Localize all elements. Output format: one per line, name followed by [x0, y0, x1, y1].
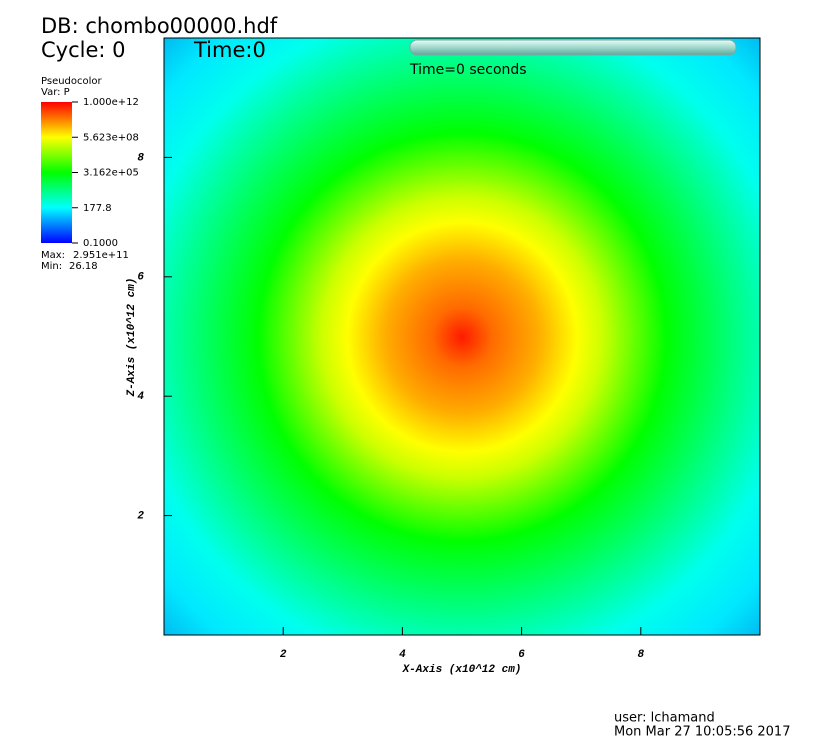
x-axis-title: X-Axis (x10^12 cm)	[402, 664, 522, 676]
time-slider	[409, 39, 737, 56]
plot-name: Pseudocolor	[41, 76, 103, 87]
max-label: Max:	[41, 250, 65, 261]
colorbar-tick-label: 5.623e+08	[83, 132, 139, 143]
x-tick-label: 4	[399, 649, 406, 661]
plot-frame	[163, 37, 761, 636]
colorbar-tick-label: 3.162e+05	[83, 168, 139, 179]
y-tick-label: 2	[137, 511, 144, 523]
x-tick-label: 6	[518, 649, 525, 661]
date: Mon Mar 27 10:05:56 2017	[614, 725, 790, 740]
min-value: 26.18	[69, 261, 98, 272]
cycle: Cycle: 0	[41, 38, 126, 62]
pseudocolor-field	[164, 38, 760, 635]
database-name: DB: chombo00000.hdf	[41, 14, 278, 38]
time: Time:0	[193, 38, 266, 62]
variable: Var: P	[41, 87, 70, 98]
time-caption: Time=0 seconds	[409, 62, 527, 78]
max-value: 2.951e+11	[73, 250, 129, 261]
y-tick-label: 4	[137, 391, 144, 403]
colorbar-tick-label: 0.1000	[83, 238, 118, 249]
colorbar-tick-label: 1.000e+12	[83, 97, 139, 108]
x-tick-label: 2	[280, 649, 287, 661]
x-tick-label: 8	[637, 649, 644, 661]
y-tick-label: 8	[137, 152, 144, 164]
colorbar-tick-label: 177.8	[83, 203, 112, 214]
colorbar	[41, 102, 72, 243]
min-label: Min:	[41, 261, 62, 272]
user: user: lchamand	[614, 711, 715, 726]
y-tick-label: 6	[137, 272, 144, 284]
y-axis-title: Z-Axis (x10^12 cm)	[126, 278, 138, 398]
